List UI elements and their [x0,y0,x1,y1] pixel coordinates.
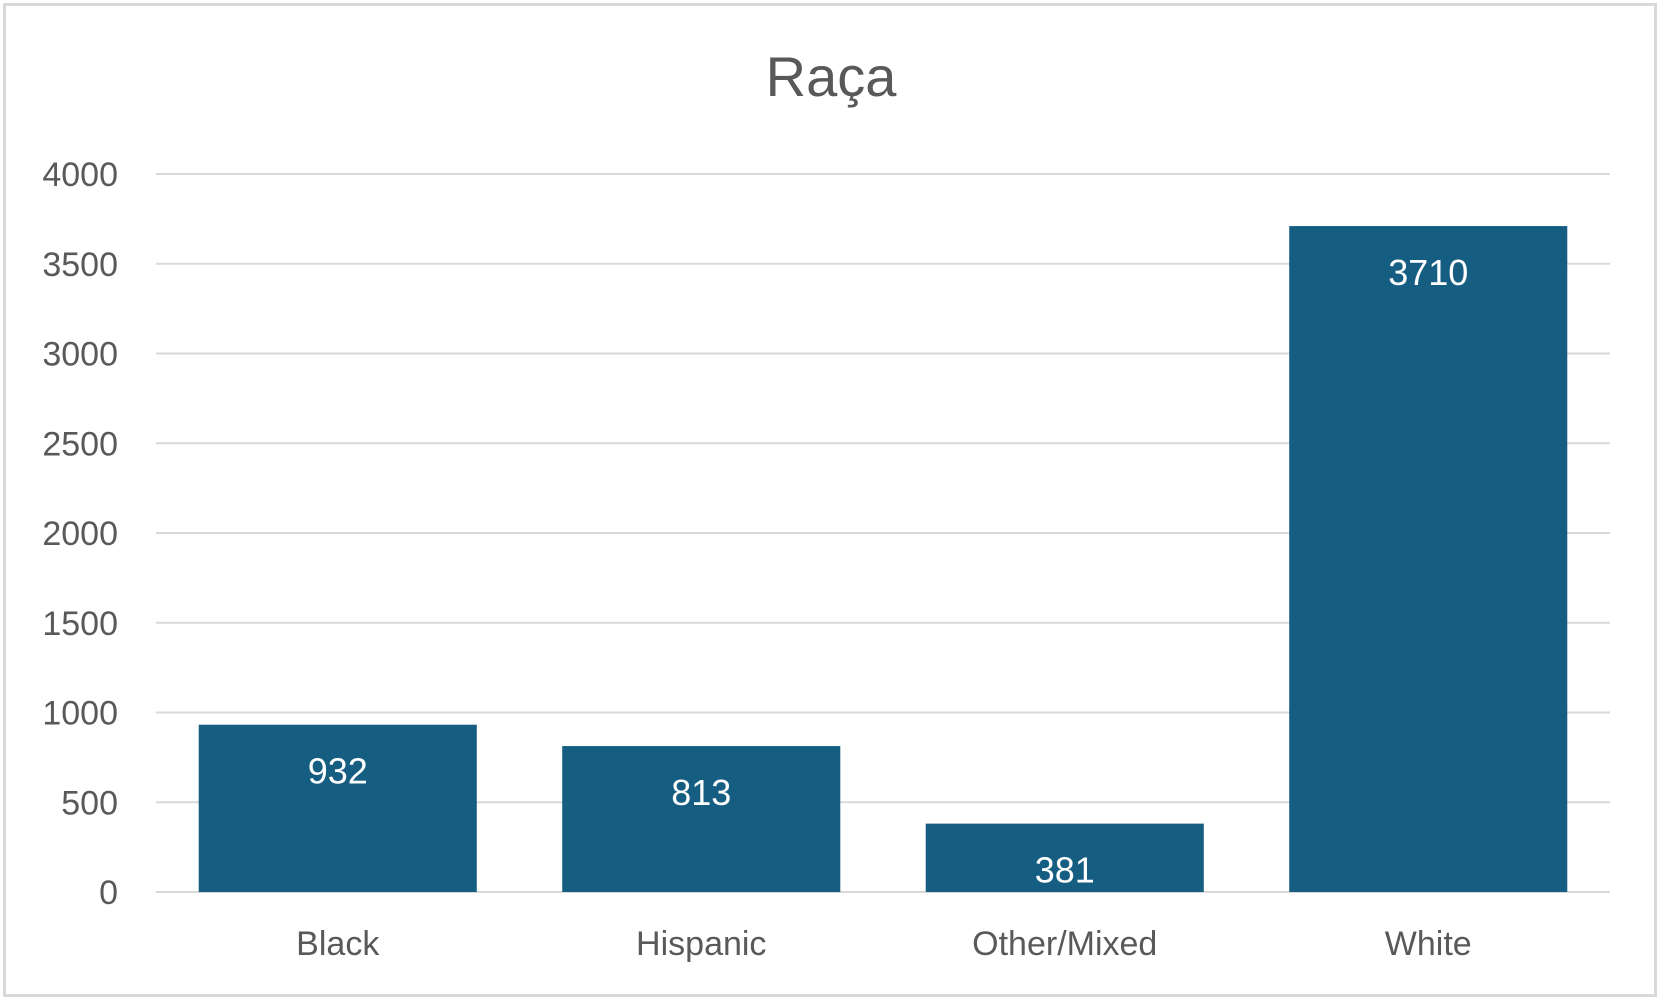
x-category-label: White [1385,925,1472,963]
bar-white [1289,226,1568,892]
x-category-label: Hispanic [636,925,766,963]
y-axis-ticks: 0 500 1000 1500 2000 2500 3000 3500 4000 [42,156,118,912]
data-label: 3710 [1388,252,1468,293]
y-tick-label: 1000 [42,695,118,733]
y-tick-label: 500 [61,784,118,822]
bar-black [198,724,477,892]
y-tick-label: 4000 [42,156,118,194]
data-labels: 932 813 381 3710 [308,252,1469,891]
y-tick-label: 1500 [42,605,118,643]
y-tick-label: 2000 [42,515,118,553]
chart-title: Raça [766,45,898,108]
y-tick-label: 2500 [42,425,118,463]
data-label: 932 [308,751,368,792]
bar-other-mixed [925,823,1204,892]
bars [198,226,1568,892]
data-label: 381 [1035,850,1095,891]
x-axis-categories: Black Hispanic Other/Mixed White [296,925,1472,963]
y-tick-label: 3500 [42,246,118,284]
x-category-label: Other/Mixed [972,925,1157,963]
data-label: 813 [671,772,731,813]
y-tick-label: 3000 [42,336,118,374]
x-category-label: Black [296,925,380,963]
y-tick-label: 0 [99,874,118,912]
bar-hispanic [562,746,841,892]
